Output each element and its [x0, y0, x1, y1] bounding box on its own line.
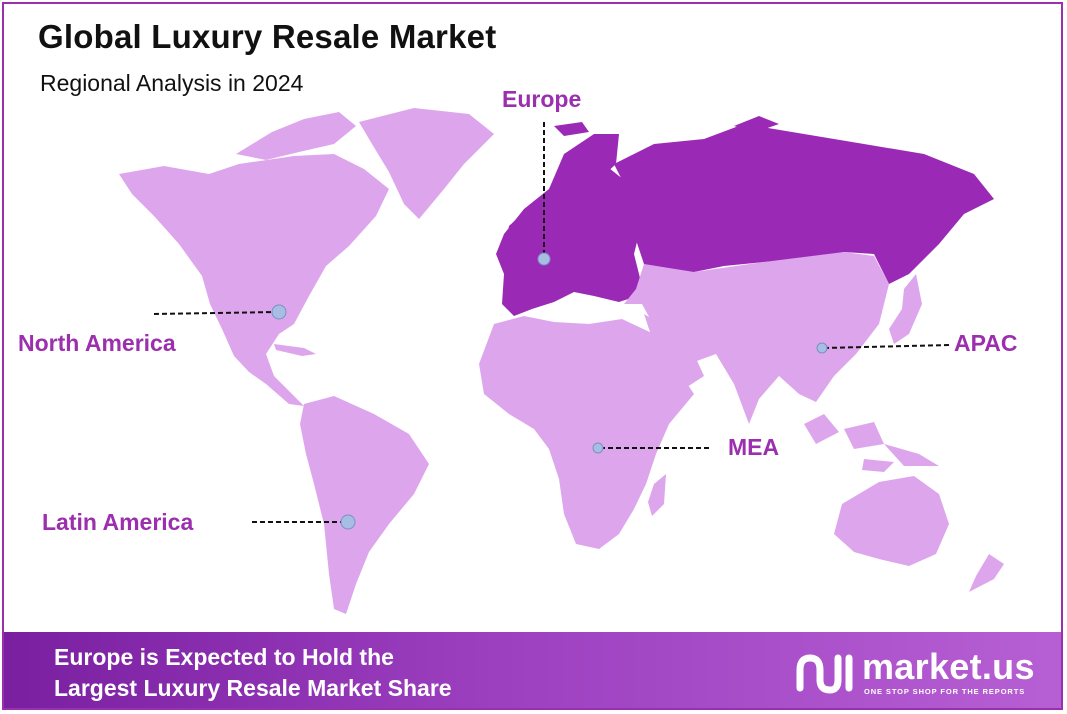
apac-marker [816, 342, 828, 354]
north-america-leader-line [153, 311, 278, 315]
north-america-marker [271, 304, 287, 320]
arabian-peninsula [644, 314, 704, 389]
footer-line-2: Largest Luxury Resale Market Share [54, 675, 452, 701]
scandinavia-landmass [549, 134, 619, 214]
apac-leader-line [823, 344, 950, 349]
apac-label: APAC [954, 330, 1018, 356]
south-america-landmass [300, 396, 429, 614]
latin-america-marker [340, 514, 356, 530]
world-map [119, 108, 1004, 614]
australia-landmass [834, 476, 949, 566]
uk-landmass [506, 212, 529, 252]
greenland-landmass [359, 108, 494, 219]
caribbean-islands [274, 344, 316, 356]
europe-landmass [496, 164, 644, 316]
new-zealand-landmass [969, 554, 1004, 592]
africa-landmass [479, 316, 694, 549]
north-america-landmass [119, 154, 389, 406]
southeast-asia-islands [804, 414, 939, 472]
brand-tagline: ONE STOP SHOP FOR THE REPORTS [864, 687, 1026, 696]
arctic-islands [236, 112, 356, 160]
europe-label: Europe [502, 86, 582, 112]
footer-line-1: Europe is Expected to Hold the [54, 644, 394, 670]
mea-label: MEA [728, 434, 780, 460]
brand-name: market.us [862, 646, 1035, 687]
russian-arctic-islands [554, 116, 779, 136]
mea-marker [592, 442, 604, 454]
page-subtitle: Regional Analysis in 2024 [40, 70, 304, 96]
north-america-label: North America [18, 330, 176, 356]
page-title: Global Luxury Resale Market [38, 18, 497, 55]
latin-america-label: Latin America [42, 509, 194, 535]
madagascar-landmass [648, 474, 666, 516]
market-us-logo-icon [796, 654, 853, 694]
russia-landmass [614, 124, 994, 284]
asia-landmass [624, 252, 889, 424]
europe-marker [537, 252, 551, 266]
footer-banner: Europe is Expected to Hold the Largest L… [4, 632, 1061, 708]
japan-landmass [889, 274, 922, 344]
